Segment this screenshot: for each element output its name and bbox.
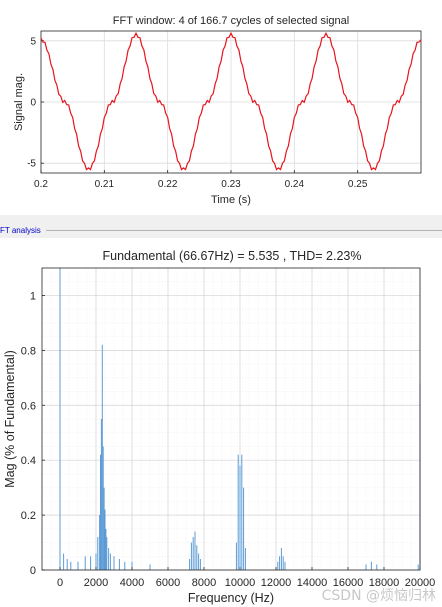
fft-x-tick-label: 20000 (405, 577, 436, 589)
fft-x-tick-label: 4000 (120, 577, 144, 589)
top-x-tick-label: 0.22 (158, 179, 178, 190)
top-x-axis-label: Time (s) (211, 194, 251, 206)
fft-x-axis-label: Frequency (Hz) (188, 591, 274, 605)
signal-panel: FFT window: 4 of 166.7 cycles of selecte… (0, 0, 442, 215)
fft-x-tick-label: 8000 (192, 577, 216, 589)
fft-y-tick-label: 0.6 (21, 400, 36, 412)
fft-analysis-label: FT analysis (0, 226, 43, 235)
fft-panel: Fundamental (66.67Hz) = 5.535 , THD= 2.2… (0, 238, 442, 607)
fft-y-tick-label: 0.8 (21, 345, 36, 357)
signal-series-line (40, 31, 422, 171)
fft-x-tick-label: 14000 (297, 577, 328, 589)
fft-y-tick-label: 0.2 (21, 510, 36, 522)
top-y-axis-label: Signal mag. (13, 73, 25, 131)
fft-y-tick-label: 1 (30, 290, 36, 302)
top-x-tick-label: 0.25 (348, 179, 368, 190)
top-y-tick-label: 5 (30, 36, 36, 47)
fft-plot-area (41, 267, 421, 571)
section-divider (0, 215, 442, 226)
fft-x-tick-label: 18000 (369, 577, 400, 589)
top-x-tick-label: 0.24 (285, 179, 305, 190)
top-x-tick-label: 0.23 (221, 179, 241, 190)
fft-x-tick-label: 0 (57, 577, 63, 589)
top-x-tick-label: 0.2 (34, 179, 48, 190)
time-signal-chart: FFT window: 4 of 166.7 cycles of selecte… (13, 15, 422, 206)
fft-x-tick-label: 10000 (225, 577, 256, 589)
top-x-tick-label: 0.21 (95, 179, 115, 190)
fft-chart-title: Fundamental (66.67Hz) = 5.535 , THD= 2.2… (103, 249, 362, 263)
fft-x-tick-label: 6000 (156, 577, 180, 589)
fft-y-tick-label: 0 (30, 565, 36, 577)
watermark: CSDN @烦恼归林 (321, 588, 436, 604)
fft-y-tick-label: 0.4 (21, 455, 36, 467)
fft-spectrum-chart: Fundamental (66.67Hz) = 5.535 , THD= 2.2… (3, 249, 436, 605)
fft-y-axis-label: Mag (% of Fundamental) (3, 350, 17, 488)
top-y-tick-label: 0 (30, 98, 36, 109)
top-y-tick-label: -5 (27, 159, 36, 170)
fft-x-tick-label: 2000 (84, 577, 108, 589)
top-chart-title: FFT window: 4 of 166.7 cycles of selecte… (113, 15, 349, 27)
section-rule (46, 230, 442, 231)
fft-x-tick-label: 16000 (333, 577, 364, 589)
fft-x-tick-label: 12000 (261, 577, 292, 589)
